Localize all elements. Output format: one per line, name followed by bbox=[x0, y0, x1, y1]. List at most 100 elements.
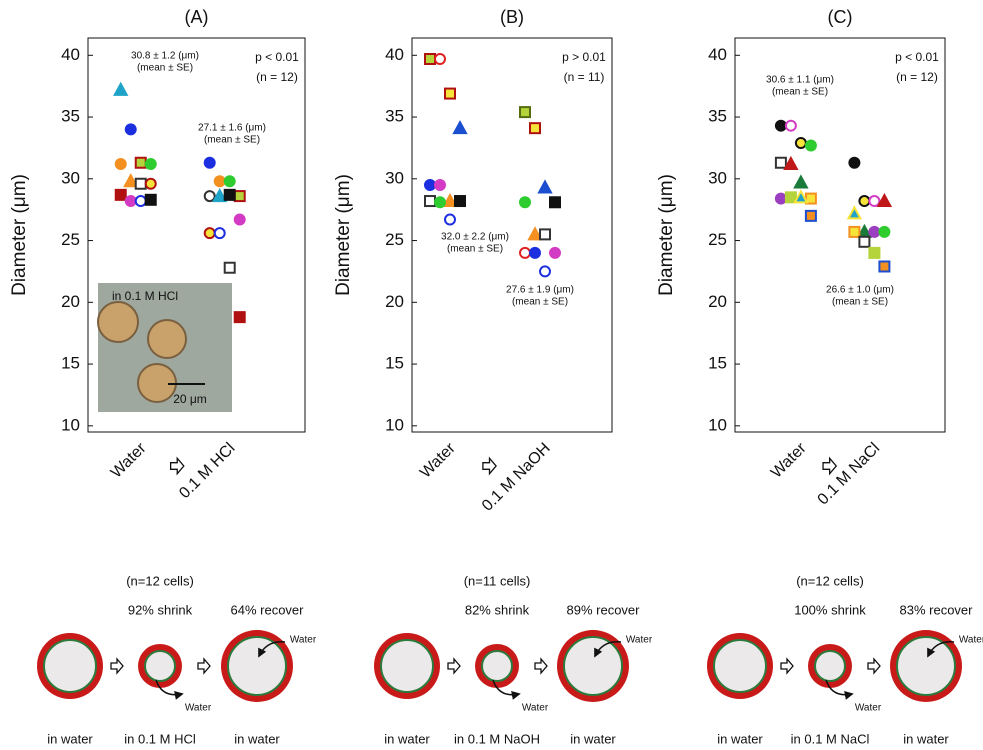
data-point bbox=[425, 180, 435, 190]
cell-membrane bbox=[228, 637, 286, 695]
y-tick-label: 30 bbox=[61, 168, 80, 187]
y-tick-label: 35 bbox=[385, 107, 404, 126]
y-tick-label: 15 bbox=[61, 354, 80, 373]
data-point bbox=[806, 211, 816, 221]
data-point bbox=[445, 215, 455, 225]
y-tick-label: 25 bbox=[708, 230, 727, 249]
y-tick-label: 10 bbox=[385, 415, 404, 434]
data-point bbox=[786, 192, 796, 202]
stat-text: (mean ± SE) bbox=[137, 63, 193, 74]
y-tick-label: 15 bbox=[385, 354, 404, 373]
data-point bbox=[126, 124, 136, 134]
data-point bbox=[520, 248, 530, 258]
arrow-icon bbox=[448, 659, 460, 673]
data-point bbox=[435, 54, 445, 64]
stat-text: 30.8 ± 1.2 (μm) bbox=[131, 51, 199, 62]
data-point bbox=[806, 140, 816, 150]
stat-text: (mean ± SE) bbox=[204, 135, 260, 146]
cell-membrane bbox=[381, 640, 433, 692]
x-tick-label: 0.1 M NaCl bbox=[815, 440, 884, 509]
data-point bbox=[849, 158, 859, 168]
y-tick-label: 25 bbox=[61, 230, 80, 249]
stat-text: (mean ± SE) bbox=[832, 297, 888, 308]
cell-count: (n=11 cells) bbox=[464, 573, 531, 588]
data-point bbox=[425, 196, 435, 206]
water-label: Water bbox=[855, 703, 882, 714]
data-point bbox=[869, 227, 879, 237]
y-tick-label: 20 bbox=[61, 292, 80, 311]
data-point bbox=[115, 84, 127, 95]
data-point bbox=[859, 196, 869, 206]
data-point bbox=[445, 89, 455, 99]
y-tick-label: 15 bbox=[708, 354, 727, 373]
stat-text: (mean ± SE) bbox=[447, 244, 503, 255]
shrink-rate: 82% shrink bbox=[465, 602, 530, 617]
y-axis-label: Diameter (μm) bbox=[333, 174, 354, 296]
water-label: Water bbox=[290, 635, 317, 646]
data-point bbox=[848, 207, 860, 218]
data-point bbox=[454, 122, 466, 133]
cell-membrane bbox=[44, 640, 96, 692]
cell-count: (n=12 cells) bbox=[796, 573, 864, 588]
recover-rate: 89% recover bbox=[567, 602, 641, 617]
data-point bbox=[235, 312, 245, 322]
chart-title: (B) bbox=[500, 7, 524, 27]
y-axis-label: Diameter (μm) bbox=[656, 174, 677, 296]
water-label: Water bbox=[959, 635, 983, 646]
cell-membrane bbox=[815, 651, 845, 681]
state-label: in water bbox=[903, 731, 949, 746]
y-tick-label: 10 bbox=[61, 415, 80, 434]
arrow-icon bbox=[198, 659, 210, 673]
y-tick-label: 35 bbox=[708, 107, 727, 126]
data-point bbox=[540, 229, 550, 239]
stat-text: 32.0 ± 2.2 (μm) bbox=[441, 232, 509, 243]
cell-image bbox=[148, 320, 186, 358]
data-point bbox=[116, 159, 126, 169]
y-tick-label: 40 bbox=[708, 45, 727, 64]
y-tick-label: 30 bbox=[708, 168, 727, 187]
data-point bbox=[225, 190, 235, 200]
data-point bbox=[435, 180, 445, 190]
data-point bbox=[215, 176, 225, 186]
data-point bbox=[520, 197, 530, 207]
data-point bbox=[540, 266, 550, 276]
data-point bbox=[126, 196, 136, 206]
chart-title: (C) bbox=[828, 7, 853, 27]
shrink-rate: 100% shrink bbox=[794, 602, 866, 617]
data-point bbox=[146, 179, 156, 189]
state-label: in 0.1 M NaOH bbox=[454, 731, 540, 746]
data-point bbox=[530, 248, 540, 258]
x-tick-label: Water bbox=[768, 439, 810, 481]
water-label: Water bbox=[185, 703, 212, 714]
arrow-icon bbox=[823, 458, 836, 473]
n-count: (n = 12) bbox=[896, 70, 938, 84]
data-point bbox=[849, 227, 859, 237]
data-point bbox=[205, 158, 215, 168]
data-point bbox=[869, 196, 879, 206]
y-tick-label: 20 bbox=[385, 292, 404, 311]
state-label: in water bbox=[47, 731, 93, 746]
x-tick-label: Water bbox=[108, 439, 150, 481]
data-point bbox=[205, 228, 215, 238]
data-point bbox=[425, 54, 435, 64]
data-point bbox=[136, 179, 146, 189]
arrow-icon bbox=[171, 458, 184, 473]
shrink-rate: 92% shrink bbox=[128, 602, 193, 617]
p-value: p < 0.01 bbox=[255, 50, 299, 64]
y-tick-label: 40 bbox=[385, 45, 404, 64]
data-point bbox=[116, 190, 126, 200]
y-tick-label: 35 bbox=[61, 107, 80, 126]
data-point bbox=[550, 248, 560, 258]
data-point bbox=[215, 228, 225, 238]
data-point bbox=[786, 121, 796, 131]
data-point bbox=[435, 197, 445, 207]
y-tick-label: 10 bbox=[708, 415, 727, 434]
recover-rate: 83% recover bbox=[900, 602, 974, 617]
data-point bbox=[776, 121, 786, 131]
arrow-icon bbox=[868, 659, 880, 673]
data-point bbox=[879, 261, 889, 271]
state-label: in water bbox=[384, 731, 430, 746]
data-point bbox=[520, 107, 530, 117]
state-label: in water bbox=[234, 731, 280, 746]
arrow-icon bbox=[483, 458, 496, 473]
